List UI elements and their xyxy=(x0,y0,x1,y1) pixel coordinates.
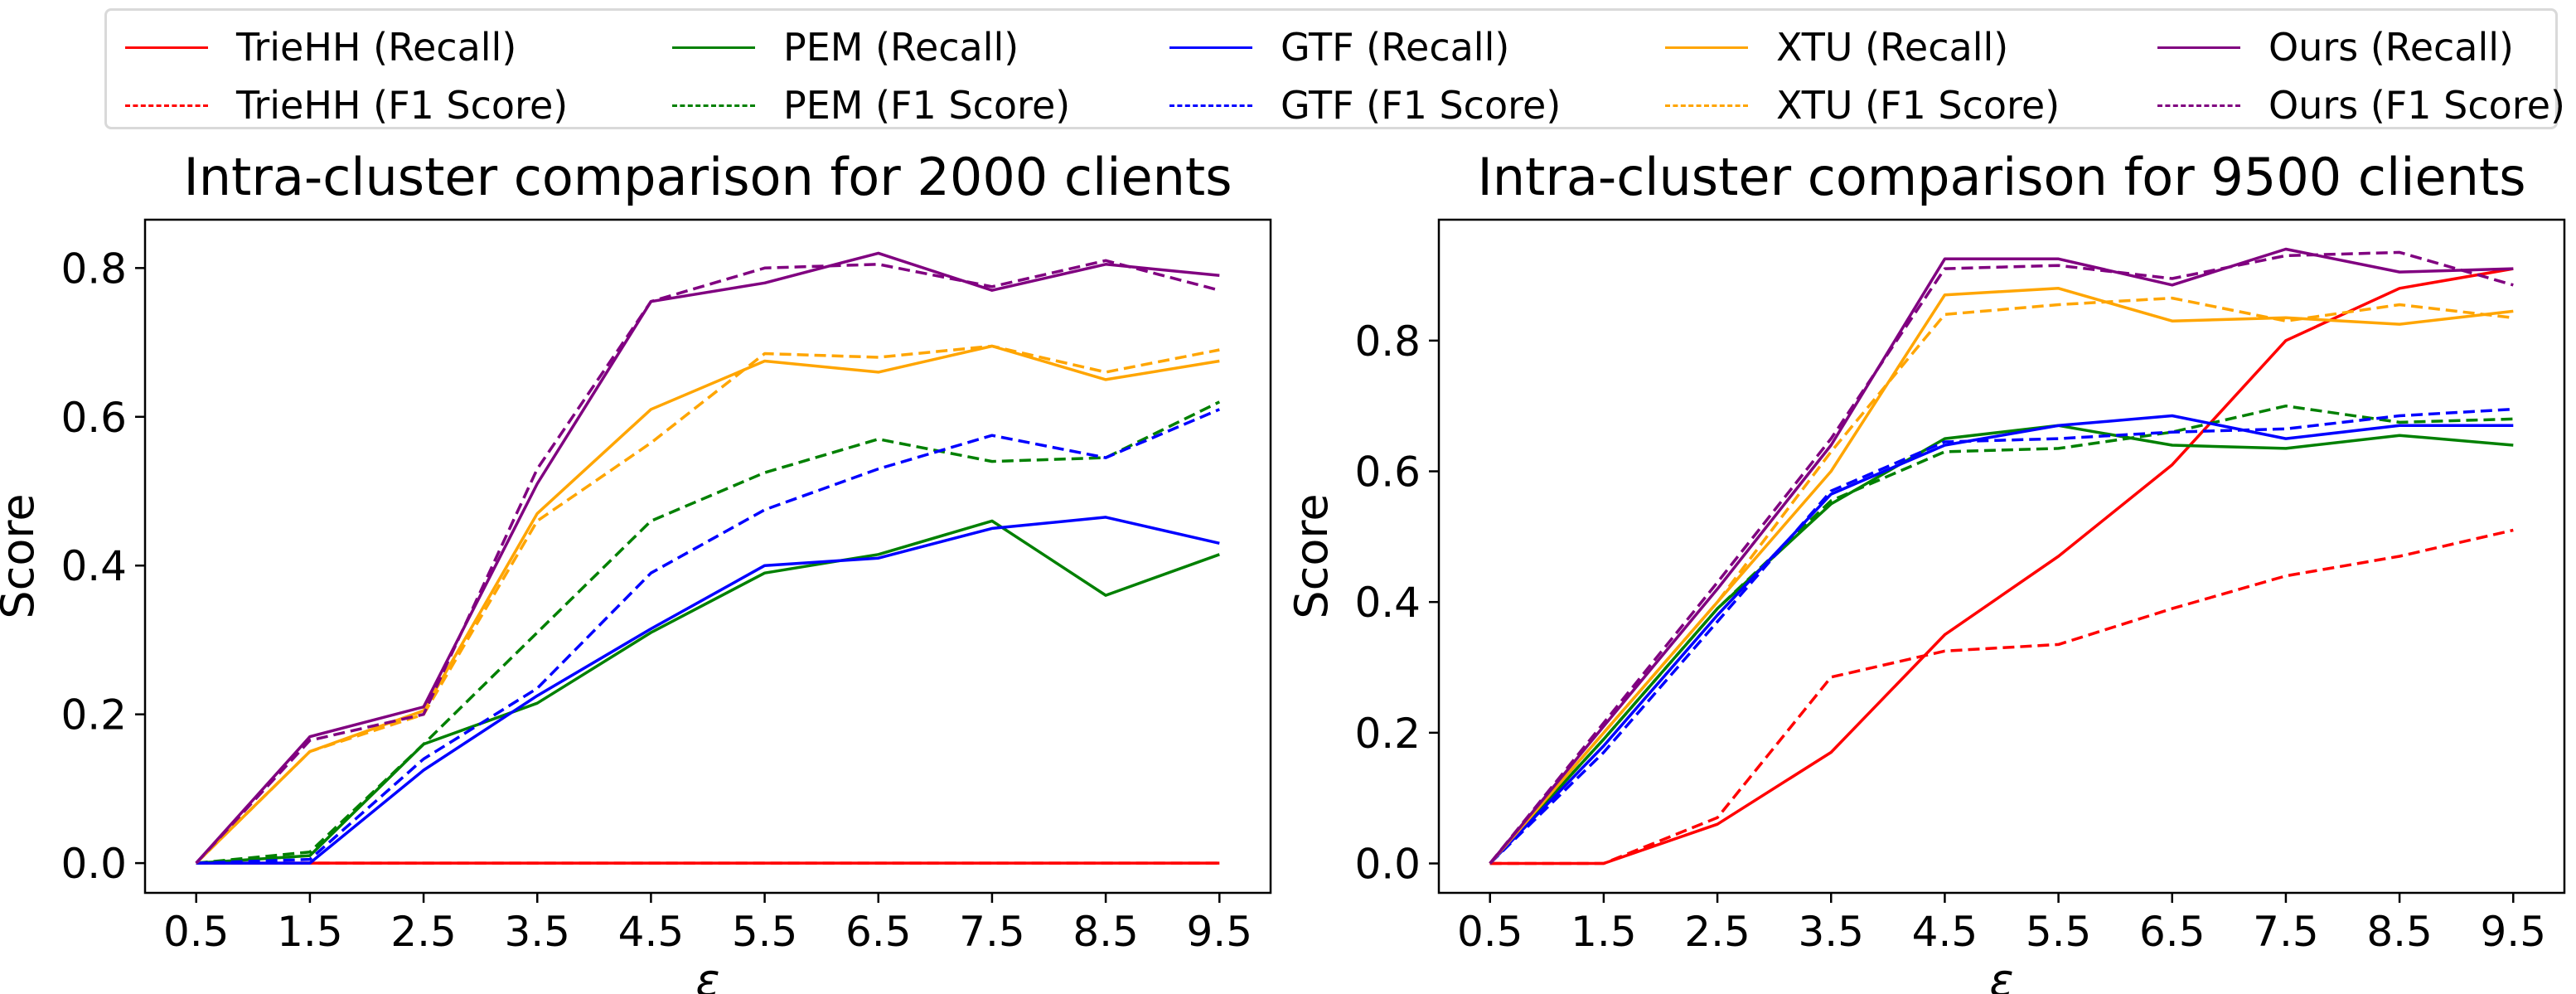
series-line xyxy=(1489,287,2514,865)
x-tick-label: 6.5 xyxy=(2139,908,2206,956)
series-line xyxy=(196,408,1220,865)
legend-label: GTF (F1 Score) xyxy=(1281,83,1562,128)
legend-label: XTU (Recall) xyxy=(1776,25,2009,70)
x-axis-label: ε xyxy=(1989,954,2013,994)
y-tick-label: 0.6 xyxy=(61,394,127,442)
legend-item: GTF (F1 Score) xyxy=(1169,80,1561,130)
y-tick-label: 0.6 xyxy=(1354,449,1421,497)
legend-label: GTF (Recall) xyxy=(1281,25,1510,70)
x-tick-label: 1.5 xyxy=(277,908,343,956)
x-tick-label: 1.5 xyxy=(1571,908,1637,956)
x-tick-label: 3.5 xyxy=(1798,908,1864,956)
y-tick-label: 0.0 xyxy=(1354,841,1421,889)
legend-line-swatch xyxy=(125,104,208,107)
y-tick-label: 0.2 xyxy=(1354,710,1421,758)
x-tick-label: 8.5 xyxy=(2366,908,2433,956)
legend-line-swatch xyxy=(1169,46,1252,49)
series-line xyxy=(195,344,1220,865)
series-line xyxy=(195,259,1220,865)
x-tick-label: 9.5 xyxy=(1187,908,1253,956)
series-line xyxy=(1489,407,2514,865)
legend-item: PEM (F1 Score) xyxy=(672,80,1070,130)
series-line xyxy=(1489,528,2514,866)
x-tick-label: 9.5 xyxy=(2481,908,2547,956)
legend-line-swatch xyxy=(2157,104,2240,107)
legend: TrieHH (Recall) PEM (Recall) GTF (Recall) X… xyxy=(104,8,2565,130)
x-tick-label: 7.5 xyxy=(959,908,1025,956)
x-tick-label: 6.5 xyxy=(845,908,912,956)
legend-line-swatch xyxy=(125,46,208,49)
legend-label: TrieHH (F1 Score) xyxy=(236,83,569,128)
x-tick-label: 4.5 xyxy=(1912,908,1978,956)
legend-line-swatch xyxy=(1665,104,1748,107)
legend-item: GTF (Recall) xyxy=(1169,22,1509,72)
legend-line-swatch xyxy=(1665,46,1748,49)
legend-line-swatch xyxy=(1169,104,1252,107)
chart-title: Intra-cluster comparison for 9500 client… xyxy=(1477,147,2525,207)
y-tick-label: 0.8 xyxy=(1354,318,1421,366)
series-line xyxy=(196,516,1220,865)
legend-item: TrieHH (Recall) xyxy=(125,22,516,72)
legend-item: Ours (Recall) xyxy=(2157,22,2514,72)
legend-line-swatch xyxy=(2157,46,2240,49)
series-line xyxy=(196,519,1220,865)
x-tick-label: 8.5 xyxy=(1073,908,1139,956)
y-tick-label: 0.4 xyxy=(1354,579,1421,627)
legend-label: TrieHH (Recall) xyxy=(236,25,517,70)
y-axis-label: Score xyxy=(0,493,44,618)
legend-line-swatch xyxy=(672,104,755,107)
series-line xyxy=(1489,424,2514,865)
x-tick-label: 5.5 xyxy=(2026,908,2092,956)
legend-item: TrieHH (F1 Score) xyxy=(125,80,568,130)
legend-item: PEM (Recall) xyxy=(672,22,1019,72)
x-axis-label: ε xyxy=(695,954,719,994)
x-tick-label: 7.5 xyxy=(2253,908,2319,956)
chart-title: Intra-cluster comparison for 2000 client… xyxy=(183,147,1232,207)
legend-item: XTU (F1 Score) xyxy=(1665,80,2060,130)
legend-line-swatch xyxy=(672,46,755,49)
legend-label: Ours (Recall) xyxy=(2269,25,2514,70)
legend-label: XTU (F1 Score) xyxy=(1776,83,2060,128)
chart-panel: Intra-cluster comparison for 2000 client… xyxy=(0,147,1272,994)
legend-label: PEM (Recall) xyxy=(783,25,1019,70)
chart-panel: Intra-cluster comparison for 9500 client… xyxy=(1286,147,2566,994)
series-line xyxy=(196,400,1221,865)
legend-label: Ours (F1 Score) xyxy=(2269,83,2565,128)
y-tick-label: 0.4 xyxy=(61,542,127,590)
x-tick-label: 3.5 xyxy=(504,908,570,956)
series-line xyxy=(1489,404,2514,865)
x-tick-label: 4.5 xyxy=(618,908,685,956)
legend-item: Ours (F1 Score) xyxy=(2157,80,2565,130)
legend-item: XTU (Recall) xyxy=(1665,22,2008,72)
series-line xyxy=(1489,267,2514,866)
series-line xyxy=(1489,296,2514,865)
axes-frame xyxy=(143,218,1272,895)
series-line xyxy=(1489,414,2514,865)
y-axis-label: Score xyxy=(1286,493,1338,618)
x-tick-label: 2.5 xyxy=(1684,908,1750,956)
series-line xyxy=(195,344,1220,865)
y-tick-label: 0.2 xyxy=(61,691,127,739)
y-tick-label: 0.8 xyxy=(61,245,127,293)
series-line xyxy=(195,251,1220,865)
x-tick-label: 0.5 xyxy=(163,908,230,956)
x-tick-label: 2.5 xyxy=(390,908,457,956)
series-line xyxy=(1489,250,2514,865)
axes-frame xyxy=(1437,218,2566,895)
series-line xyxy=(1489,247,2514,865)
legend-label: PEM (F1 Score) xyxy=(783,83,1071,128)
y-tick-label: 0.0 xyxy=(61,840,127,888)
x-tick-label: 5.5 xyxy=(732,908,798,956)
x-tick-label: 0.5 xyxy=(1457,908,1523,956)
